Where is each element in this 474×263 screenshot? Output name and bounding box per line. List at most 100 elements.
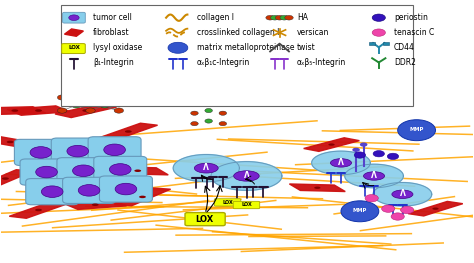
Circle shape <box>57 108 67 113</box>
Circle shape <box>372 14 385 21</box>
Polygon shape <box>7 106 70 115</box>
Ellipse shape <box>69 15 79 21</box>
Circle shape <box>205 108 212 113</box>
FancyBboxPatch shape <box>100 176 153 202</box>
Ellipse shape <box>35 209 42 211</box>
Ellipse shape <box>73 165 94 176</box>
Ellipse shape <box>328 143 335 146</box>
Polygon shape <box>114 188 171 206</box>
Ellipse shape <box>314 186 320 189</box>
FancyBboxPatch shape <box>51 138 104 164</box>
Ellipse shape <box>30 147 52 158</box>
Circle shape <box>354 152 365 158</box>
Circle shape <box>219 111 227 115</box>
Wedge shape <box>168 42 188 53</box>
Text: β₁-Integrin: β₁-Integrin <box>93 58 134 67</box>
FancyBboxPatch shape <box>57 158 110 184</box>
Polygon shape <box>0 170 34 188</box>
Ellipse shape <box>92 204 99 206</box>
Circle shape <box>219 122 227 126</box>
FancyBboxPatch shape <box>369 42 374 45</box>
Circle shape <box>266 15 274 20</box>
Text: Λ: Λ <box>400 189 405 198</box>
Ellipse shape <box>392 190 413 199</box>
Text: matrix metalloproteinase: matrix metalloproteinase <box>197 43 294 52</box>
FancyBboxPatch shape <box>14 139 67 165</box>
Text: LOX: LOX <box>241 202 252 207</box>
Text: Λ: Λ <box>338 158 344 167</box>
Circle shape <box>382 205 395 212</box>
Text: tumor cell: tumor cell <box>93 13 132 22</box>
Polygon shape <box>408 201 463 216</box>
Circle shape <box>360 143 367 147</box>
Circle shape <box>373 151 384 157</box>
Text: MMP: MMP <box>410 127 424 132</box>
Text: twist: twist <box>297 43 316 52</box>
Circle shape <box>352 148 360 152</box>
FancyBboxPatch shape <box>63 177 116 204</box>
Circle shape <box>72 103 81 108</box>
FancyBboxPatch shape <box>233 201 260 209</box>
Ellipse shape <box>109 164 131 175</box>
Text: αₓβ₅-Integrin: αₓβ₅-Integrin <box>297 58 346 67</box>
Circle shape <box>100 103 109 108</box>
Ellipse shape <box>35 109 42 112</box>
Ellipse shape <box>82 109 89 112</box>
Text: Λ: Λ <box>371 171 377 180</box>
FancyBboxPatch shape <box>63 12 85 23</box>
Polygon shape <box>64 200 127 209</box>
Text: Λ: Λ <box>244 171 249 180</box>
Text: CD44: CD44 <box>394 43 415 52</box>
Ellipse shape <box>364 172 384 180</box>
Text: periostin: periostin <box>394 13 428 22</box>
Polygon shape <box>373 183 432 206</box>
Circle shape <box>86 108 95 113</box>
FancyBboxPatch shape <box>214 199 241 206</box>
FancyBboxPatch shape <box>94 156 147 183</box>
Text: lysyl oxidase: lysyl oxidase <box>93 43 142 52</box>
Polygon shape <box>312 151 370 175</box>
Ellipse shape <box>41 186 63 198</box>
Polygon shape <box>107 166 168 175</box>
Ellipse shape <box>78 185 100 196</box>
Text: DDR2: DDR2 <box>394 58 416 67</box>
Ellipse shape <box>7 141 14 143</box>
Circle shape <box>280 15 289 20</box>
Text: HA: HA <box>297 13 308 22</box>
Ellipse shape <box>104 144 126 156</box>
Polygon shape <box>64 29 83 36</box>
Ellipse shape <box>139 196 146 198</box>
Circle shape <box>114 108 124 113</box>
Text: collagen I: collagen I <box>197 13 234 22</box>
FancyBboxPatch shape <box>26 179 79 205</box>
Circle shape <box>86 95 95 100</box>
Text: fibroblast: fibroblast <box>93 28 129 37</box>
Text: Λ: Λ <box>203 163 209 172</box>
Circle shape <box>275 15 284 20</box>
Ellipse shape <box>134 169 141 172</box>
Text: crosslinked collagen I: crosslinked collagen I <box>197 28 279 37</box>
Text: versican: versican <box>297 28 329 37</box>
FancyBboxPatch shape <box>61 6 413 106</box>
Ellipse shape <box>432 208 438 210</box>
Text: MMP: MMP <box>353 208 367 213</box>
Text: LOX: LOX <box>68 45 80 50</box>
Circle shape <box>100 90 109 95</box>
Circle shape <box>285 15 293 20</box>
Circle shape <box>205 119 212 123</box>
Ellipse shape <box>11 109 18 112</box>
Ellipse shape <box>2 177 9 180</box>
Circle shape <box>401 206 414 214</box>
Ellipse shape <box>330 159 352 167</box>
Circle shape <box>387 153 399 159</box>
Polygon shape <box>99 123 157 140</box>
FancyBboxPatch shape <box>88 137 141 163</box>
Wedge shape <box>398 120 436 141</box>
Text: LOX: LOX <box>196 215 214 224</box>
FancyBboxPatch shape <box>20 159 73 185</box>
Text: tenascin C: tenascin C <box>394 28 434 37</box>
FancyBboxPatch shape <box>62 44 85 54</box>
Polygon shape <box>211 161 282 190</box>
Circle shape <box>271 15 279 20</box>
Wedge shape <box>341 201 379 222</box>
